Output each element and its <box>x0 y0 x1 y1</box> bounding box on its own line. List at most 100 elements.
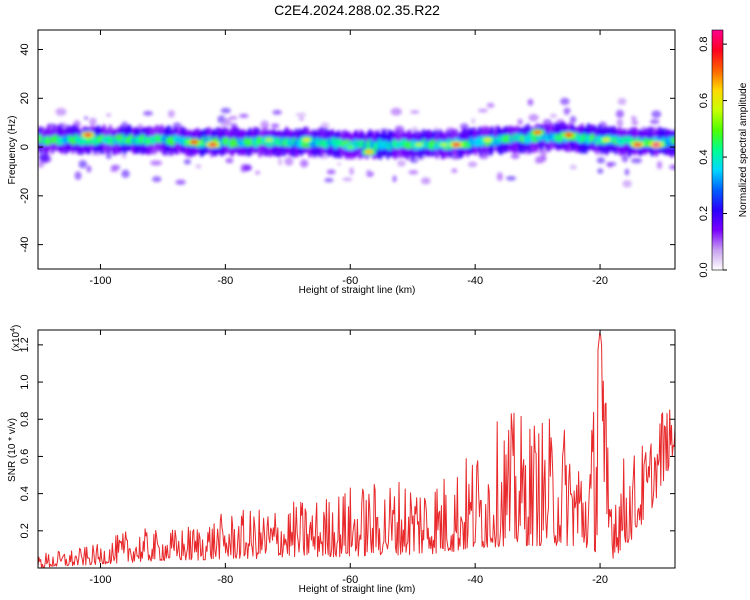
x-tick-label: -80 <box>217 574 233 586</box>
colorbar-ticks: 0.0 0.2 0.4 0.6 0.8 <box>698 36 727 278</box>
heatmap-halo-cell <box>392 175 397 183</box>
colorbar-label: Normalized spectral amplitude <box>738 82 749 217</box>
heatmap-halo-cell <box>537 149 547 154</box>
heatmap-halo-cell <box>630 157 643 164</box>
heatmap-halo-cell <box>175 179 186 185</box>
x-tick-label: -20 <box>592 275 608 287</box>
heatmap-peak-core <box>346 145 355 150</box>
heatmap-halo-cell <box>110 168 118 173</box>
colorbar-tick-label: 0.6 <box>698 93 710 108</box>
heatmap-halo-cell <box>410 110 420 114</box>
heatmap-halo-cell <box>397 159 406 167</box>
heatmap-halo-cell <box>617 97 627 106</box>
heatmap-halo-cell <box>272 109 282 115</box>
heatmap-halo-cell <box>277 157 283 166</box>
spectrogram-heatmap <box>38 97 675 188</box>
heatmap-halo-cell <box>225 157 234 164</box>
colorbar-tick-label: 0.8 <box>698 36 710 51</box>
heatmap-peak-core <box>265 137 274 142</box>
heatmap-peak-core <box>602 137 611 142</box>
y-tick-label: -40 <box>19 237 31 253</box>
snr-y-ticks: 0.2 0.4 0.6 0.8 1.0 1.2 <box>19 337 675 538</box>
colorbar-tick-label: 0.4 <box>698 149 710 164</box>
snr-series-line <box>38 332 675 568</box>
heatmap-halo-cell <box>295 112 307 117</box>
y-tick-label: 1.2 <box>19 337 31 352</box>
spectrogram-y-ticks: -40 -20 0 20 40 <box>19 43 675 253</box>
y-tick-label: 20 <box>19 92 31 104</box>
heatmap-halo-cell <box>560 97 570 106</box>
heatmap-halo-cell <box>527 98 534 106</box>
heatmap-halo-cell <box>240 163 247 173</box>
spectrogram-frame <box>37 29 676 270</box>
spectrogram-y-label: Frequency (Hz) <box>7 116 18 185</box>
y-tick-label: 0.6 <box>19 449 31 464</box>
heatmap-peak-core <box>633 142 642 147</box>
heatmap-peak-core <box>533 130 542 135</box>
spectrogram-panel: -100 -80 -60 -40 -20 -40 -20 0 20 40 Height of s… <box>7 29 676 296</box>
heatmap-peak-core <box>302 137 311 142</box>
heatmap-peak-core <box>652 142 661 147</box>
snr-x-label: Height of straight line (km) <box>299 584 416 595</box>
heatmap-halo-cell <box>496 172 503 182</box>
heatmap-halo-cell <box>195 164 202 169</box>
heatmap-peak-core <box>439 142 448 147</box>
heatmap-halo-cell <box>656 160 663 170</box>
heatmap-halo-cell <box>78 160 88 169</box>
heatmap-halo-cell <box>486 102 495 108</box>
heatmap-halo-cell <box>228 115 238 120</box>
heatmap-halo-cell <box>597 168 604 174</box>
x-tick-label: -80 <box>217 275 233 287</box>
snr-x-ticks: -100 -80 -60 -40 -20 <box>89 330 608 586</box>
heatmap-halo-cell <box>615 109 625 119</box>
x-tick-label: -60 <box>342 275 358 287</box>
x-tick-label: -60 <box>342 574 358 586</box>
heatmap-halo-cell <box>390 107 402 116</box>
heatmap-halo-cell <box>420 177 431 185</box>
heatmap-peak-core <box>83 132 92 137</box>
spectrogram-x-label: Height of straight line (km) <box>299 285 416 296</box>
colorbar-tick-label: 0.0 <box>698 262 710 277</box>
heatmap-halo-cell <box>121 169 130 178</box>
heatmap-halo-cell <box>451 168 458 173</box>
heatmap-halo-cell <box>510 153 520 159</box>
heatmap-halo-cell <box>349 167 355 176</box>
heatmap-core-cell <box>670 136 675 145</box>
heatmap-halo-cell <box>110 164 121 170</box>
heatmap-peak-core <box>483 137 492 142</box>
heatmap-halo-cell <box>229 123 238 128</box>
heatmap-halo-cell <box>649 119 660 125</box>
heatmap-halo-cell <box>143 110 153 116</box>
heatmap-halo-cell <box>534 160 544 164</box>
heatmap-halo-cell <box>517 118 523 126</box>
heatmap-halo-cell <box>336 162 342 166</box>
heatmap-halo-cell <box>366 169 371 174</box>
heatmap-halo-cell <box>255 170 261 175</box>
heatmap-halo-cell <box>298 116 305 121</box>
heatmap-halo-cell <box>651 110 662 119</box>
heatmap-halo-cell <box>596 157 606 164</box>
y-tick-label: 0.4 <box>19 486 31 501</box>
heatmap-halo-cell <box>244 165 253 171</box>
heatmap-halo-cell <box>408 169 419 175</box>
heatmap-halo-cell <box>167 110 175 118</box>
heatmap-peak-core <box>208 142 217 147</box>
snr-multiplier: (x104) <box>10 325 22 352</box>
heatmap-halo-cell <box>669 164 675 170</box>
y-tick-label: 0.2 <box>19 523 31 538</box>
heatmap-halo-cell <box>326 169 336 175</box>
heatmap-halo-cell <box>89 117 97 126</box>
y-tick-label: 40 <box>19 43 31 55</box>
heatmap-halo-cell <box>55 108 67 116</box>
y-tick-label: 1.0 <box>19 374 31 389</box>
heatmap-halo-cell <box>220 121 230 128</box>
heatmap-halo-cell <box>270 123 280 129</box>
spectrogram-x-ticks: -100 -80 -60 -40 -20 <box>89 30 608 287</box>
heatmap-halo-cell <box>299 159 309 168</box>
y-tick-label: 0.8 <box>19 412 31 427</box>
heatmap-halo-cell <box>74 171 82 181</box>
heatmap-halo-cell <box>631 119 639 126</box>
heatmap-halo-cell <box>342 177 353 181</box>
heatmap-halo-cell <box>624 168 630 176</box>
snr-frame <box>37 329 676 569</box>
